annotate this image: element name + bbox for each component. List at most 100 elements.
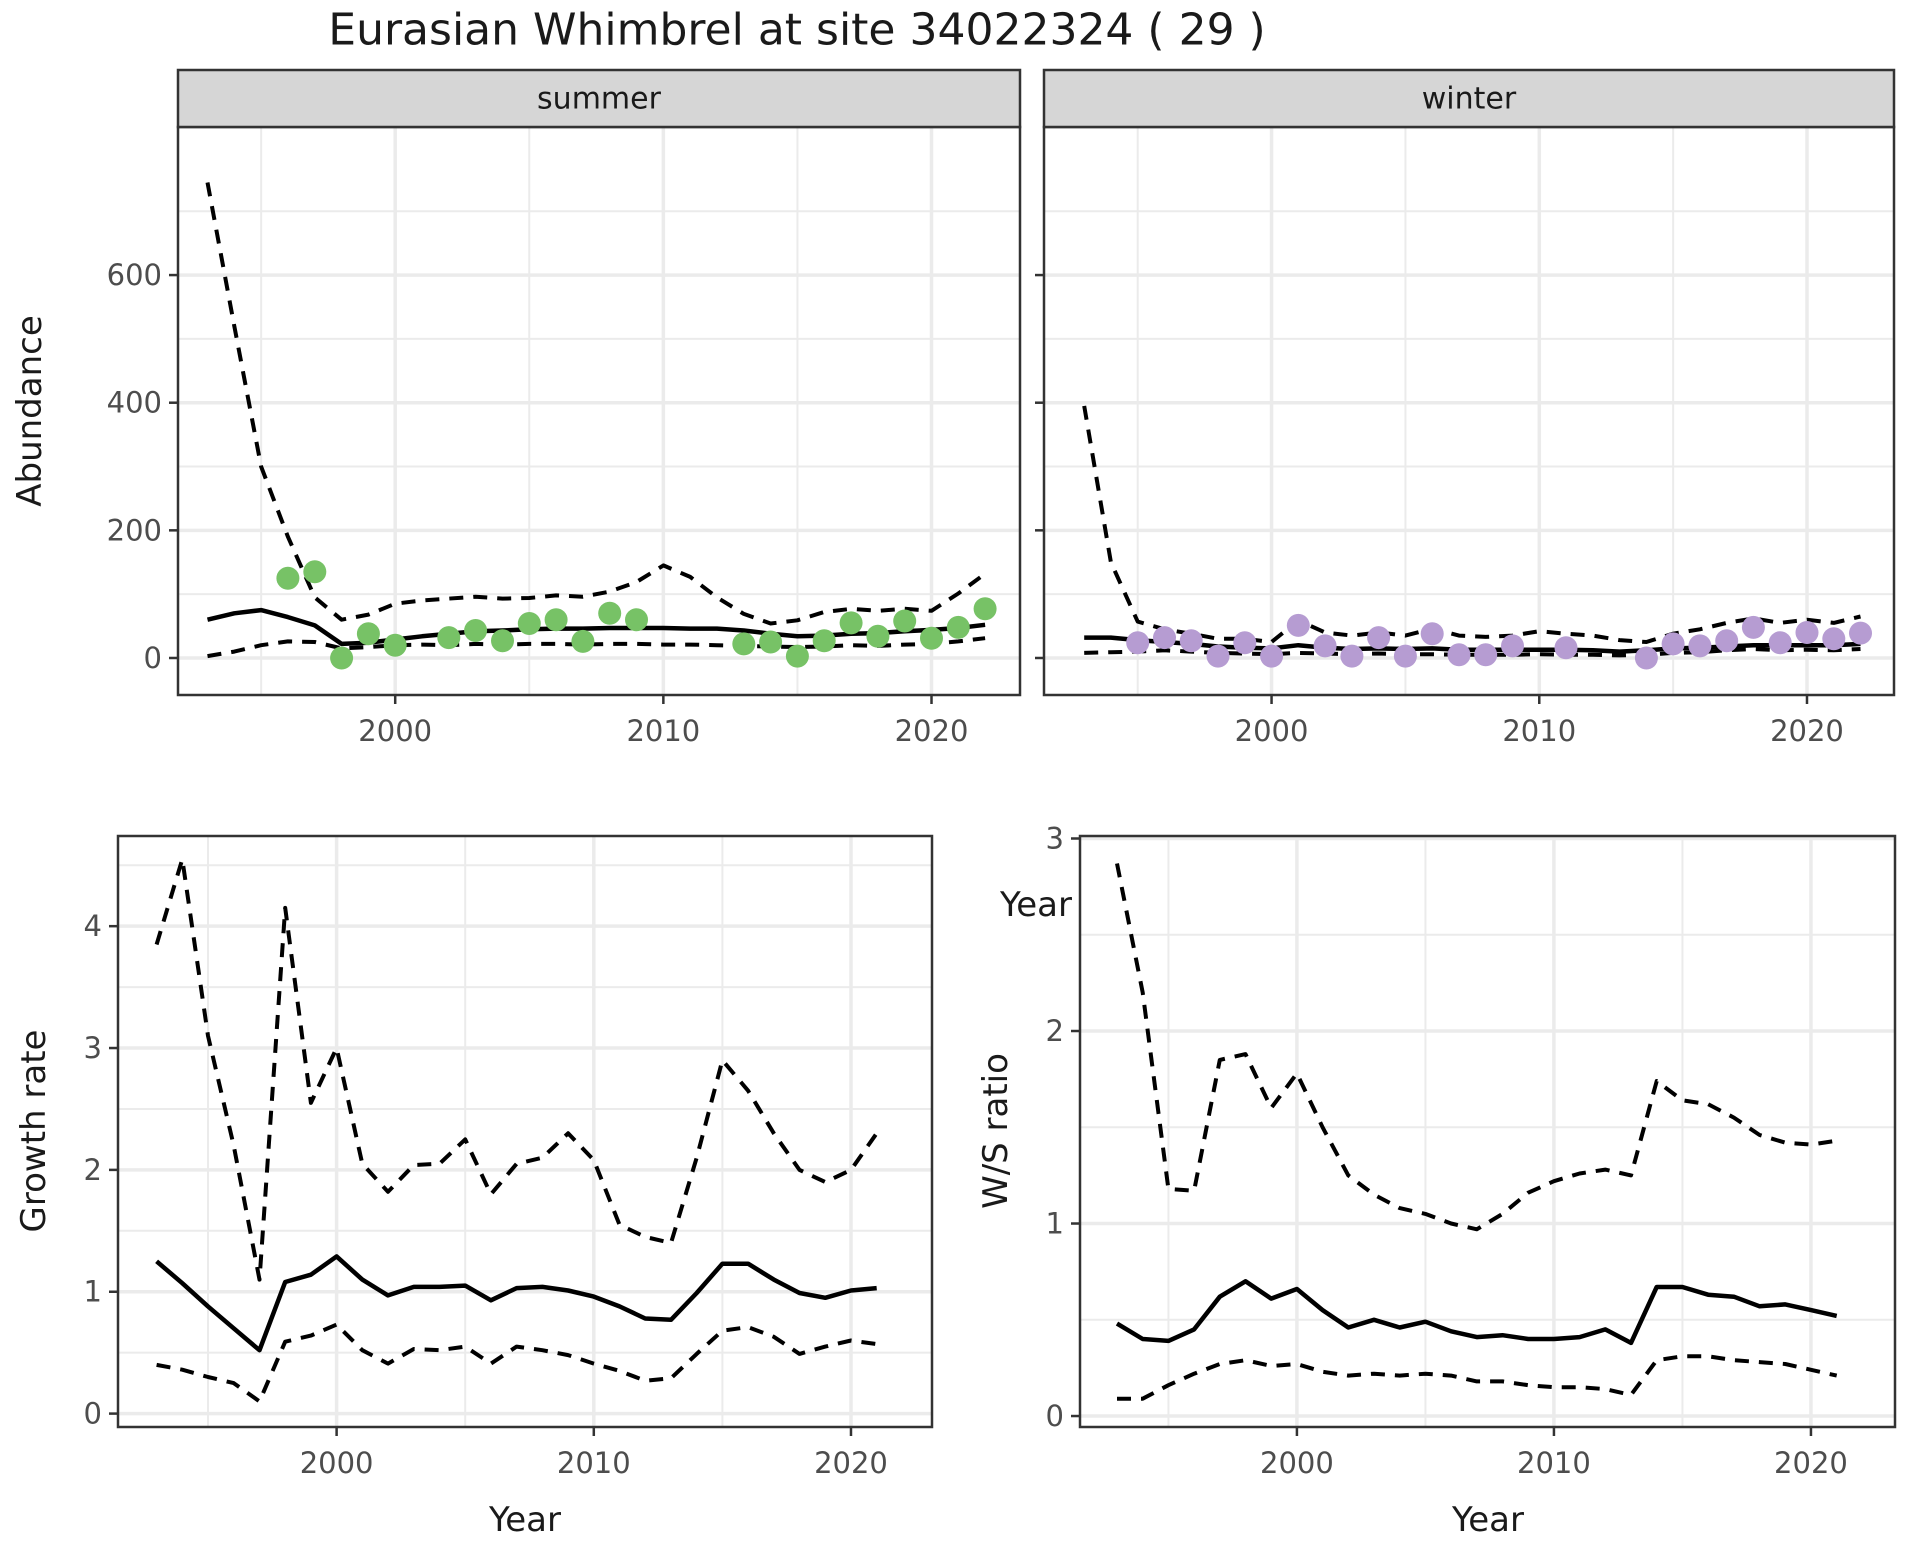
abundance_summer-gridlines	[178, 127, 1020, 695]
growth_rate-panel: 2000 2010 2020 0 1 2 3 4	[84, 834, 934, 1480]
facet-strip	[176, 68, 1022, 129]
data-point	[812, 629, 836, 653]
facet-strip-label: summer	[537, 82, 662, 117]
data-point	[1233, 631, 1257, 655]
x-tick-label: 2000	[358, 714, 432, 748]
data-point	[1715, 629, 1739, 653]
y-axis-title-ws-ratio: W/S ratio	[976, 1053, 1016, 1209]
data-point	[1474, 643, 1498, 667]
data-point	[544, 608, 568, 632]
data-point	[1634, 646, 1658, 670]
x-tick-label: 2020	[1770, 714, 1844, 748]
growth_rate-gridlines	[118, 836, 932, 1427]
data-point	[866, 624, 890, 648]
x-axis-title-year-growth: Year	[489, 1500, 561, 1540]
data-point	[1849, 621, 1872, 645]
x-tick-label: 2010	[1502, 714, 1576, 748]
data-point	[437, 626, 461, 650]
data-point	[839, 611, 863, 635]
facet-strip-label: winter	[1422, 82, 1517, 117]
y-tick-label: 0	[84, 1397, 102, 1431]
data-point	[1367, 626, 1391, 650]
x-tick-label: 2000	[300, 1446, 374, 1480]
x-axis-title-year-top: Year	[1000, 885, 1072, 925]
abundance_winter-axis-ticks: 2000 2010 2020	[1035, 273, 1844, 748]
growth_rate-upper_ci-line	[154, 857, 879, 1282]
abundance_summer-lower_ci-line	[207, 636, 986, 659]
abundance_summer-upper_ci-line	[205, 182, 987, 626]
growth_rate-lower_ci-line	[156, 1322, 877, 1404]
y-tick-label: 600	[107, 258, 162, 292]
abundance_winter-gridlines	[1044, 127, 1894, 695]
x-tick-label: 2000	[1235, 714, 1309, 748]
y-axis-title-growth-rate: Growth rate	[14, 1029, 54, 1233]
ws_ratio-axis-ticks: 2000 2010 2020 0 1 2 3	[1046, 822, 1848, 1480]
y-tick-label: 3	[1046, 822, 1064, 856]
data-point	[1688, 634, 1712, 658]
data-point	[1340, 644, 1364, 668]
data-point	[276, 566, 300, 590]
data-point	[1126, 631, 1150, 655]
data-point	[1206, 644, 1230, 668]
data-point	[759, 630, 783, 654]
data-point	[1768, 631, 1792, 655]
panel-background	[118, 836, 932, 1427]
data-point	[1795, 621, 1819, 644]
x-axis-title-year-ws: Year	[1452, 1500, 1524, 1540]
abundance_winter-observed_counts	[1126, 613, 1872, 670]
data-point	[920, 626, 943, 650]
data-point	[785, 644, 809, 668]
data-point	[1447, 643, 1471, 667]
data-point	[356, 622, 380, 646]
data-point	[517, 612, 541, 635]
abundance_summer-observed_counts	[276, 560, 997, 670]
growth_rate-axis-ticks: 2000 2010 2020 0 1 2 3 4	[84, 909, 888, 1480]
y-tick-label: 2	[1046, 1014, 1064, 1048]
panel-background	[1044, 127, 1894, 695]
y-tick-label: 200	[107, 513, 162, 547]
ws_ratio-mean-line	[1115, 1279, 1838, 1346]
data-point	[893, 609, 917, 633]
abundance_winter-upper_ci-line	[1082, 405, 1861, 644]
data-point	[1260, 644, 1284, 668]
data-point	[1153, 626, 1176, 650]
y-tick-label: 0	[144, 641, 162, 675]
data-point	[732, 632, 756, 656]
data-point	[973, 597, 997, 621]
ws_ratio-gridlines	[1080, 836, 1895, 1427]
data-point	[330, 646, 354, 670]
x-tick-label: 2020	[895, 714, 969, 748]
y-tick-label: 3	[84, 1031, 102, 1065]
ws_ratio-panel: 2000 2010 2020 0 1 2 3	[1046, 822, 1897, 1480]
y-tick-label: 1	[84, 1275, 102, 1309]
data-point	[1420, 622, 1444, 646]
data-point	[491, 629, 514, 653]
data-point	[598, 601, 622, 625]
data-point	[946, 615, 970, 639]
abundance_summer-axis-ticks: 2000 2010 2020 0 200 400 600	[107, 258, 969, 748]
data-point	[1393, 644, 1417, 668]
abundance_summer-mean-line	[206, 607, 986, 647]
x-tick-label: 2000	[1260, 1446, 1334, 1480]
abundance_winter-panel: winter 2000 2010 2020	[1035, 68, 1896, 748]
y-tick-label: 0	[1046, 1399, 1064, 1433]
y-tick-label: 2	[84, 1153, 102, 1187]
ws_ratio-lower_ci-line	[1117, 1354, 1838, 1401]
x-tick-label: 2020	[814, 1446, 888, 1480]
data-point	[1501, 634, 1524, 658]
abundance_summer-panel: summer 2000 2010 2020 0 200 400 600	[107, 68, 1022, 748]
x-tick-label: 2010	[557, 1446, 631, 1480]
data-point	[303, 560, 327, 584]
data-point	[1741, 615, 1765, 639]
data-point	[1554, 636, 1578, 660]
y-tick-label: 400	[107, 386, 162, 420]
chart-title: Eurasian Whimbrel at site 34022324 ( 29 …	[328, 4, 1266, 56]
data-point	[464, 619, 488, 642]
panel-border	[116, 834, 934, 1429]
data-point	[1822, 627, 1846, 651]
panel-border	[1078, 834, 1897, 1429]
x-tick-label: 2010	[626, 714, 700, 748]
data-point	[1179, 629, 1203, 653]
